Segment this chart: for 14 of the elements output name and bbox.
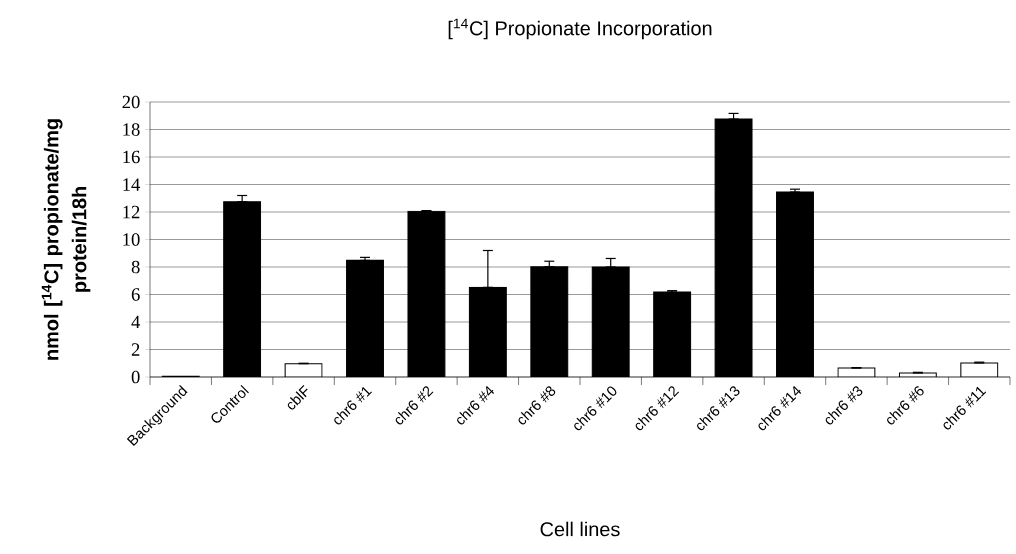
y-tick-label: 8 <box>131 260 140 274</box>
x-axis-title: Cell lines <box>540 521 620 537</box>
chart-title: [$^{14}$C] Propionate Incorporation <box>448 18 712 40</box>
y-tick-label: 14 <box>123 178 141 191</box>
y-tick-label: 20 <box>122 95 140 109</box>
y-tick-label: 18 <box>123 123 140 136</box>
y-tick-label: 2 <box>131 343 140 356</box>
y-tick-label: 16 <box>123 150 140 164</box>
y-tick-label: 4 <box>131 315 141 329</box>
y-tick-label: 6 <box>131 288 140 301</box>
y-axis-title: nmol [$^{14}$C] propionate/mg protein/18h <box>41 119 91 360</box>
y-tick-label: 0 <box>131 370 140 384</box>
y-tick-label: 12 <box>123 205 140 219</box>
y-tick-label: 10 <box>123 233 140 246</box>
